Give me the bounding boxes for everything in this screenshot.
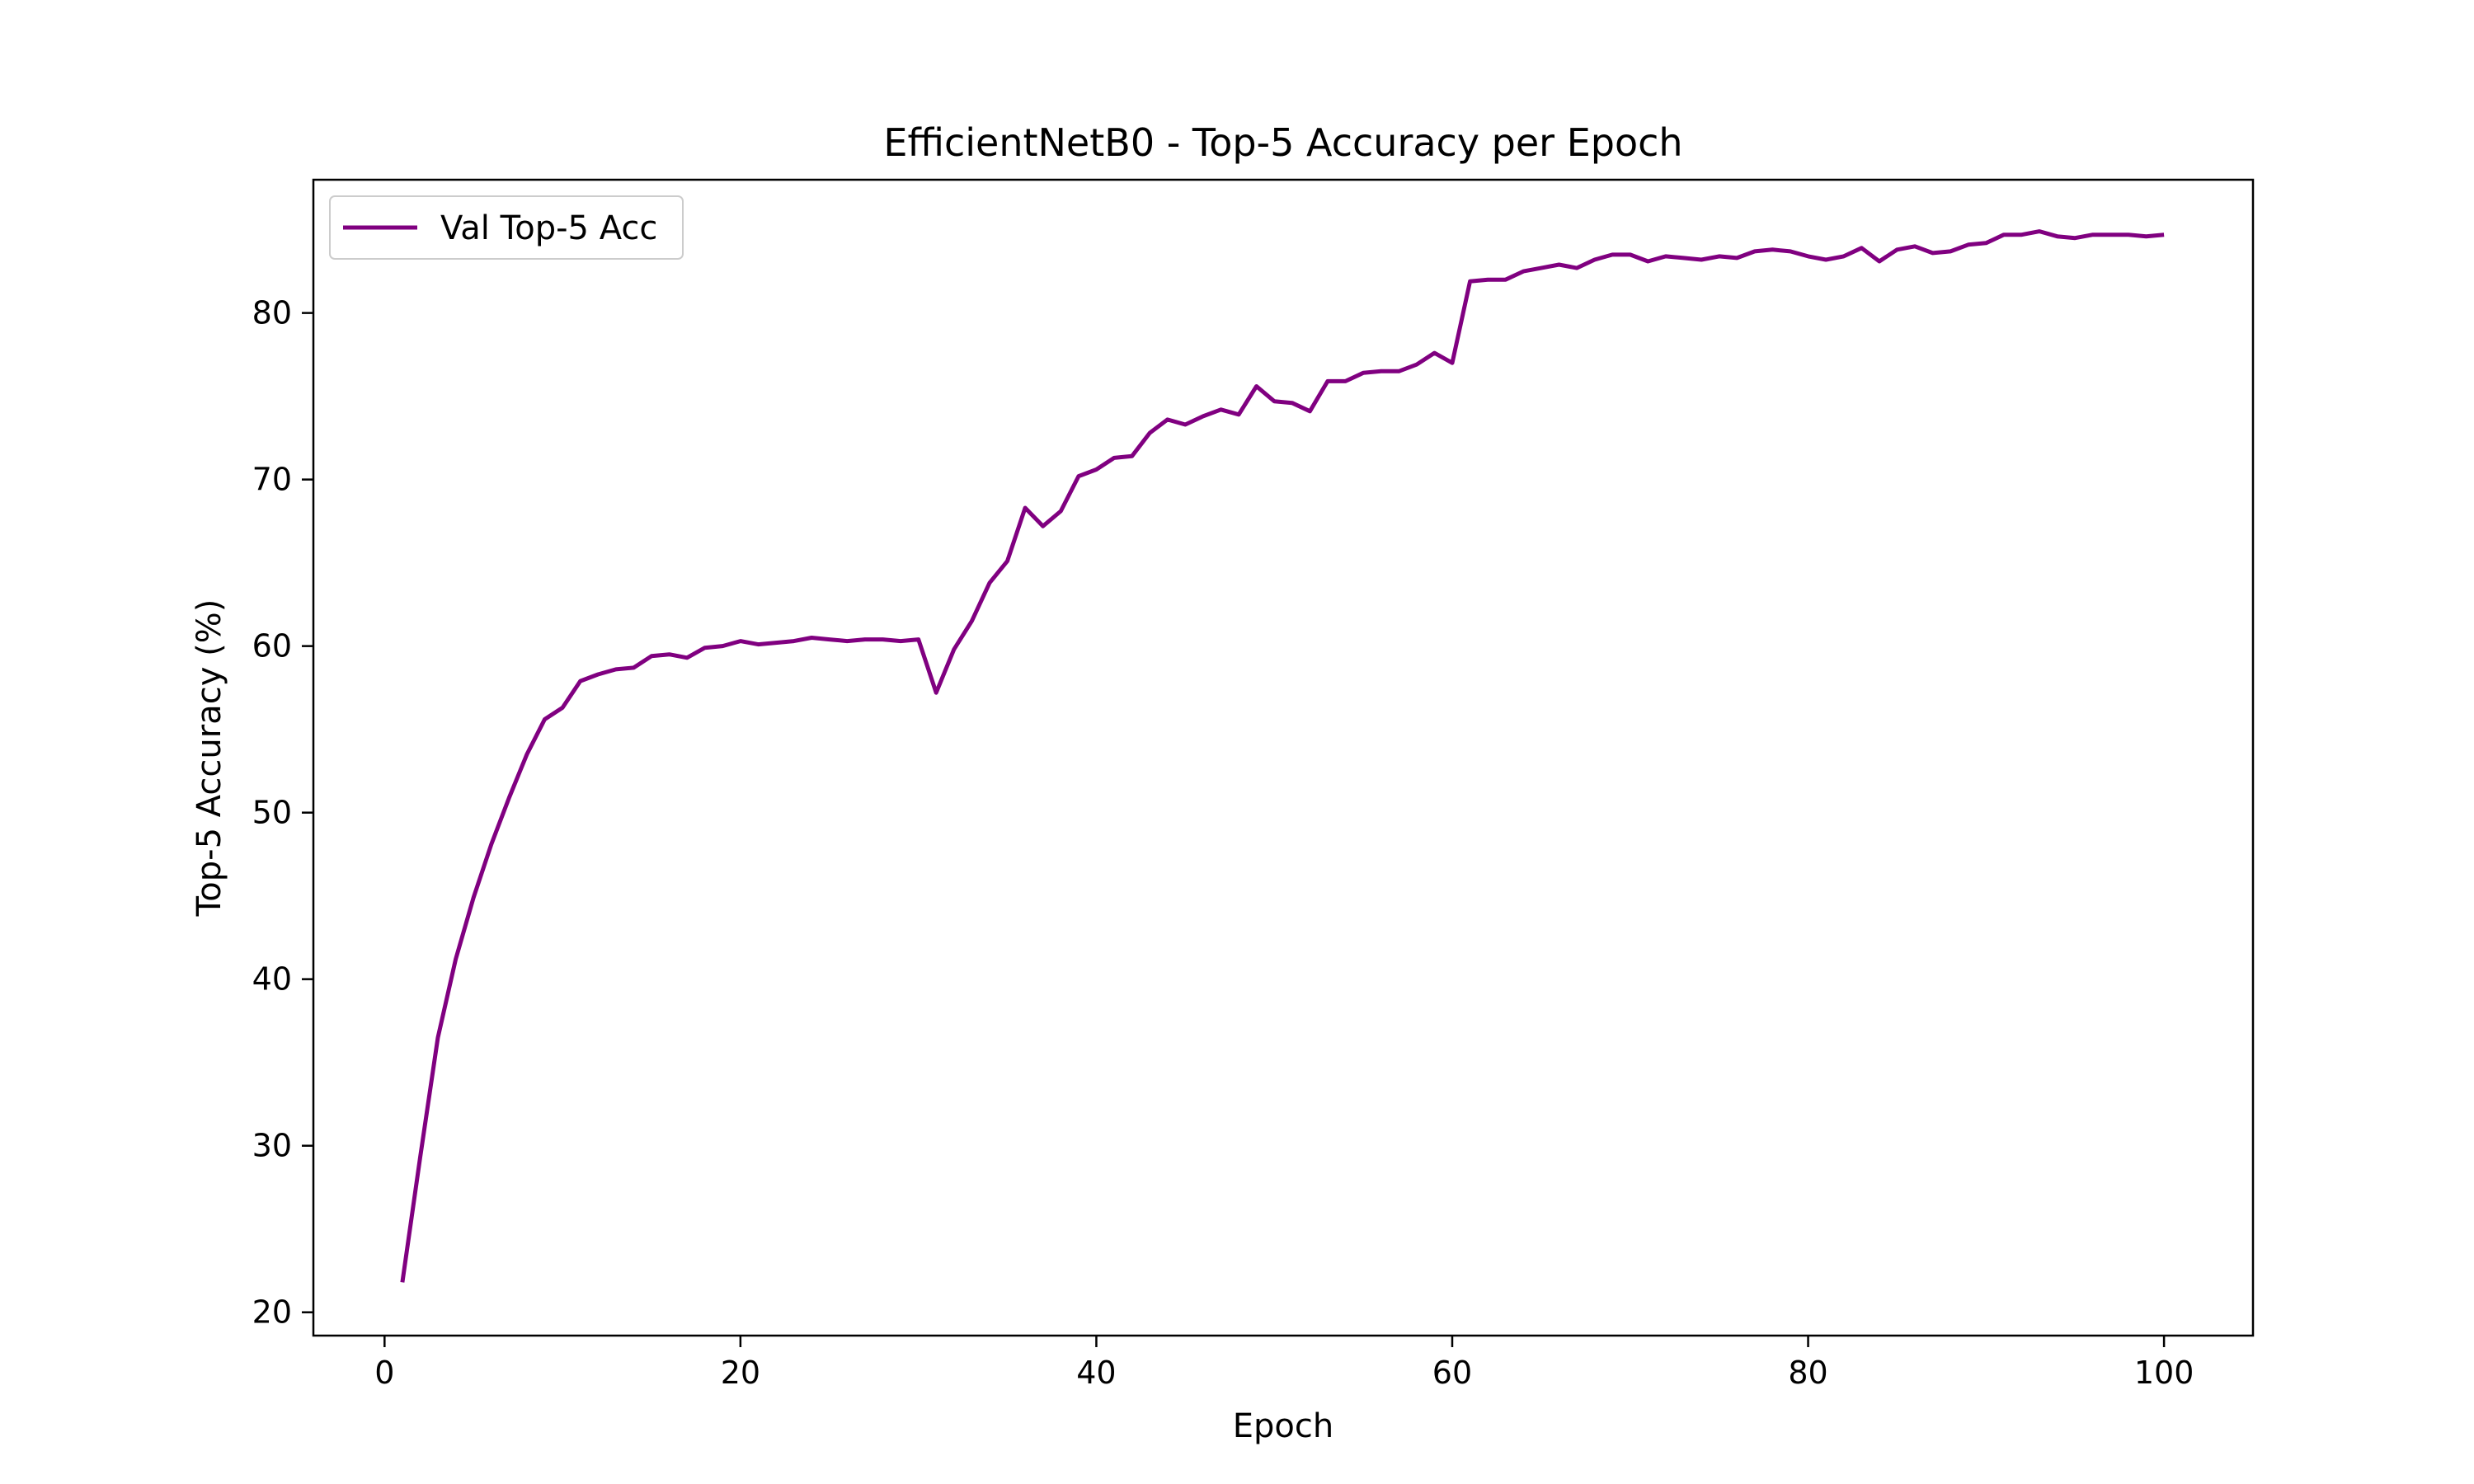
x-tick-label: 60 <box>1432 1355 1472 1391</box>
legend: Val Top-5 Acc <box>329 195 684 260</box>
y-axis-ticks: 20 30 40 50 60 70 80 <box>252 295 313 1331</box>
x-tick-label: 20 <box>721 1355 760 1391</box>
x-tick-label: 100 <box>2134 1355 2194 1391</box>
y-tick-label: 70 <box>252 462 292 498</box>
x-tick-label: 0 <box>374 1355 394 1391</box>
val-top5-acc-line <box>400 229 2165 1283</box>
y-tick-label: 60 <box>252 628 292 665</box>
chart-title: EfficientNetB0 - Top-5 Accuracy per Epoc… <box>883 120 1682 165</box>
y-axis-label: Top-5 Accuracy (%) <box>190 599 228 918</box>
y-tick-label: 40 <box>252 961 292 998</box>
x-tick-label: 40 <box>1076 1355 1116 1391</box>
y-tick-label: 50 <box>252 795 292 831</box>
x-axis-ticks: 0 20 40 60 80 100 <box>374 1336 2194 1391</box>
plot-area-frame <box>312 178 2255 1337</box>
x-axis-label: Epoch <box>1233 1407 1333 1445</box>
x-tick-label: 80 <box>1788 1355 1827 1391</box>
y-tick-label: 80 <box>252 295 292 331</box>
legend-label-val-top5-acc: Val Top-5 Acc <box>440 209 657 247</box>
legend-frame <box>329 195 684 260</box>
y-tick-label: 30 <box>252 1128 292 1164</box>
y-tick-label: 20 <box>252 1294 292 1331</box>
